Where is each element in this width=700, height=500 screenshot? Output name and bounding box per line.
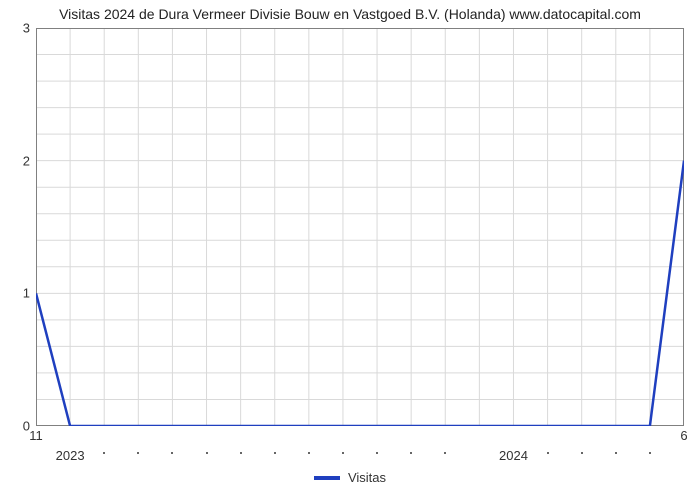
x-year-label: 2023 [56, 448, 85, 463]
x-minor-tick [547, 452, 549, 454]
x-minor-tick [342, 452, 344, 454]
x-axis-labels: 11620232024 [36, 426, 684, 470]
y-tick-label: 3 [0, 21, 30, 36]
x-minor-tick [444, 452, 446, 454]
x-minor-tick [410, 452, 412, 454]
y-axis-labels: 0123 [0, 28, 36, 426]
x-minor-tick [103, 452, 105, 454]
legend-swatch [314, 476, 340, 480]
legend-label: Visitas [348, 470, 386, 485]
y-tick-label: 0 [0, 419, 30, 434]
chart-svg [36, 28, 684, 426]
x-minor-tick [137, 452, 139, 454]
x-minor-tick [171, 452, 173, 454]
legend: Visitas [0, 470, 700, 485]
x-minor-tick [274, 452, 276, 454]
y-tick-label: 1 [0, 286, 30, 301]
x-minor-tick [581, 452, 583, 454]
x-minor-tick [615, 452, 617, 454]
x-minor-tick [308, 452, 310, 454]
x-minor-tick [649, 452, 651, 454]
x-minor-tick [376, 452, 378, 454]
x-minor-tick [240, 452, 242, 454]
x-tick-label: 6 [680, 428, 687, 443]
x-minor-tick [206, 452, 208, 454]
x-year-label: 2024 [499, 448, 528, 463]
y-tick-label: 2 [0, 153, 30, 168]
x-tick-label: 11 [29, 428, 43, 443]
plot-area [36, 28, 684, 426]
chart-title: Visitas 2024 de Dura Vermeer Divisie Bou… [0, 6, 700, 22]
